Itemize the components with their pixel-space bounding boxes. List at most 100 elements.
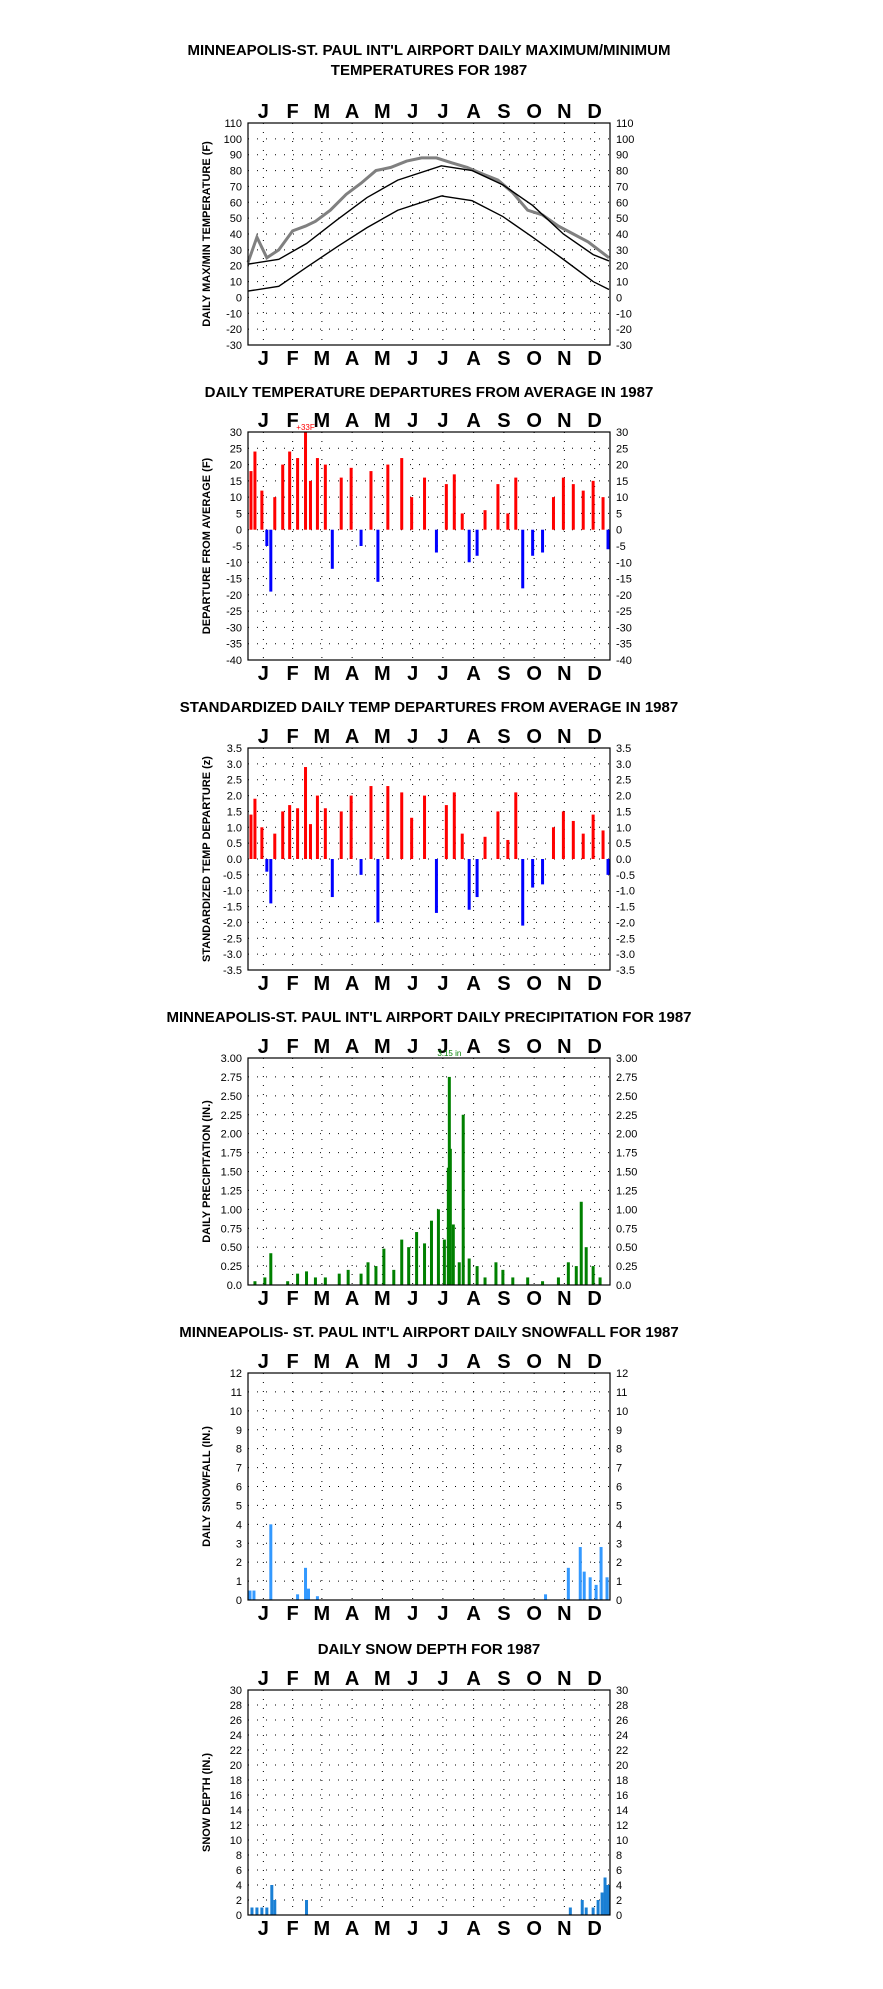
y-tick-label-right: -20 [616,324,632,336]
bar [475,859,479,898]
month-label-bottom: J [437,973,448,995]
bar [265,859,269,872]
bar [581,490,585,530]
y-tick-label-left: 1 [236,1576,242,1588]
y-tick-label-right: 20 [616,460,628,472]
month-label-top: N [557,1351,571,1373]
bar [600,1892,604,1915]
month-label-top: N [557,1668,571,1690]
month-label-top: J [407,1036,418,1058]
month-label-top: J [258,1036,269,1058]
month-label-top: M [374,101,391,123]
y-tick-label-left: 0 [236,292,242,304]
y-tick-label-left: -5 [232,541,242,553]
y-tick-label-right: 20 [616,261,628,273]
bar [369,471,373,530]
bar [541,859,545,885]
y-tick-label-right: 100 [616,134,634,146]
bar [273,497,277,530]
bar [475,529,479,556]
month-label-bottom: O [526,1603,542,1625]
y-tick-label-right: 0.50 [616,1242,637,1254]
month-label-bottom: D [587,663,601,685]
y-tick-label-left: 10 [230,492,242,504]
y-tick-label-left: 2.25 [221,1110,242,1122]
y-tick-label-right: 0 [616,1910,622,1922]
y-tick-label-right: 110 [616,118,634,130]
bar [249,471,253,530]
bar [423,1243,427,1285]
y-tick-label-right: 10 [616,277,628,289]
bar [483,1277,487,1285]
month-label-bottom: J [437,1288,448,1310]
bar [407,1247,411,1285]
annotation-label: +33F [296,423,315,432]
month-label-top: M [314,1351,331,1373]
y-tick-label-left: 25 [230,443,242,455]
month-label-bottom: S [497,1918,510,1940]
month-label-top: A [466,410,480,432]
month-label-top: J [407,101,418,123]
y-tick-label-right: 10 [616,1835,628,1847]
month-label-top: A [466,726,480,748]
y-tick-label-right: 5 [616,508,622,520]
bar [578,1547,582,1600]
y-tick-label-left: 26 [230,1715,242,1727]
y-tick-label-right: 0.0 [616,1280,631,1292]
month-label-bottom: A [345,1603,359,1625]
bar [566,1567,570,1600]
y-tick-label-right: 30 [616,245,628,257]
month-label-top: M [374,1036,391,1058]
month-label-bottom: F [287,973,299,995]
month-label-top: M [314,101,331,123]
bar [304,767,308,859]
month-label-bottom: J [437,663,448,685]
y-tick-label-right: 8 [616,1850,622,1862]
y-tick-label-right: 70 [616,181,628,193]
bar [511,1277,515,1285]
bar [423,795,427,859]
month-label-top: A [466,1668,480,1690]
y-tick-label-left: 9 [236,1425,242,1437]
month-label-bottom: J [258,1603,269,1625]
y-tick-label-left: 20 [230,1760,242,1772]
y-tick-label-left: -15 [226,574,242,586]
y-tick-label-left: 2.5 [227,775,242,787]
bar [269,859,273,904]
y-tick-label-left: 2.75 [221,1072,242,1084]
y-tick-label-left: 28 [230,1700,242,1712]
y-tick-label-right: 22 [616,1745,628,1757]
bar [580,1900,584,1915]
y-tick-label-left: 12 [230,1820,242,1832]
y-tick-label-right: 14 [616,1805,628,1817]
y-tick-label-right: 6 [616,1482,622,1494]
y-tick-label-left: 4 [236,1880,242,1892]
month-label-top: M [374,1668,391,1690]
y-tick-label-right: 60 [616,197,628,209]
y-tick-label-left: 1.50 [221,1167,242,1179]
y-tick-label-right: 20 [616,1760,628,1772]
bar [400,458,404,530]
bar [376,859,380,923]
month-label-bottom: M [314,1288,331,1310]
bar [581,833,585,859]
bar [315,795,319,859]
y-tick-label-left: 2.00 [221,1129,242,1141]
y-tick-label-left: 11 [231,1387,242,1399]
month-label-top: O [526,1351,542,1373]
y-tick-label-right: -10 [616,308,632,320]
y-tick-label-left: -10 [226,308,242,320]
month-label-bottom: M [374,973,391,995]
y-tick-label-left: 3.0 [227,759,242,771]
y-tick-label-left: 0.0 [227,854,242,866]
y-tick-label-left: 4 [236,1519,242,1531]
y-tick-label-right: 0 [616,1595,622,1607]
bar [556,1277,560,1285]
bar [376,529,380,582]
month-label-top: J [437,1668,448,1690]
bar [448,1148,452,1285]
bar [596,1900,600,1915]
month-label-top: F [287,1351,299,1373]
month-label-top: D [587,1668,601,1690]
month-label-bottom: O [526,1288,542,1310]
